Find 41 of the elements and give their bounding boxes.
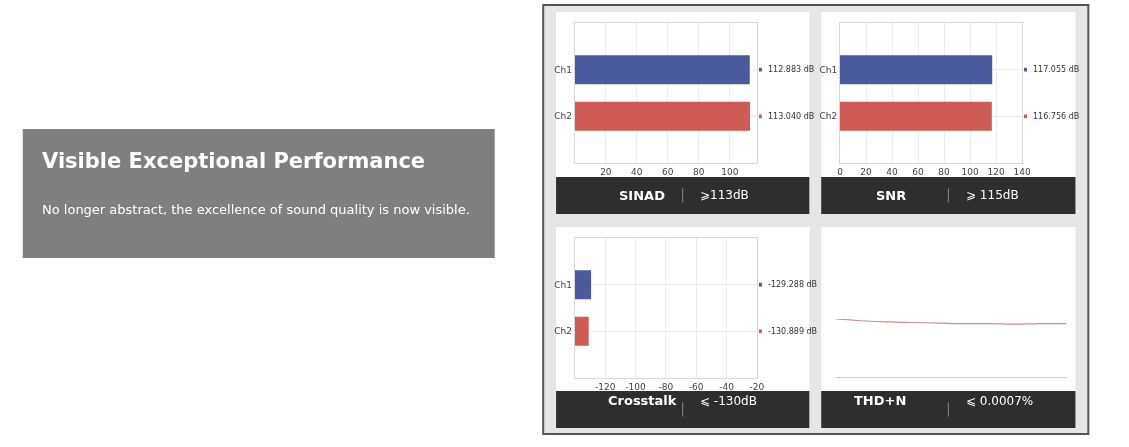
y-tick-label: Ch1 [554,279,573,290]
y-tick-label: Ch2 [819,111,838,122]
text: SNR [876,188,907,203]
x-tick-label: 60 [662,166,674,177]
y-tick-label: Ch2 [554,326,573,337]
text: ⩾ 115dB [966,188,1019,202]
x-tick-label: 140 [1013,166,1031,177]
data-label: 112.883 dB [768,65,815,74]
data-label: -130.889 dB [768,327,818,336]
data-label: 113.040 dB [768,112,815,121]
text: Visible Exceptional Performance [42,149,426,173]
x-tick-label: 20 [600,166,612,177]
data-label: 117.055 dB [1033,65,1080,74]
x-tick-label: 100 [721,166,739,177]
x-tick-label: -60 [688,381,704,392]
x-tick-label: 40 [631,166,643,177]
x-tick-label: 80 [693,166,705,177]
x-tick-label: 40 [886,166,899,177]
x-tick-label: 120 [987,166,1005,177]
data-label: -129.288 dB [768,280,818,289]
y-tick-label: Ch2 [554,111,573,122]
x-tick-label: 0 [837,166,844,177]
text: No longer abstract, the excellence of sound quality is now visible. [42,202,470,217]
x-tick-label: -20 [749,381,765,392]
text: ⩽ -130dB [700,394,757,408]
y-tick-label: Ch1 [554,64,573,75]
data-label: 116.756 dB [1033,112,1080,121]
x-tick-label: 20 [860,166,873,177]
x-tick-label: 80 [938,166,951,177]
x-tick-label: -100 [625,381,647,392]
text: SINAD [619,188,666,203]
x-tick-label: -40 [719,381,735,392]
x-tick-label: 100 [961,166,979,177]
x-tick-label: 60 [912,166,925,177]
x-tick-label: -120 [594,381,616,392]
text: Crosstalk [608,393,677,408]
y-tick-label: Ch1 [819,64,838,75]
text: ⩽ 0.0007% [966,394,1034,408]
x-tick-label: -80 [658,381,674,392]
text: ⩾113dB [700,188,749,202]
text: THD+N [854,393,907,408]
